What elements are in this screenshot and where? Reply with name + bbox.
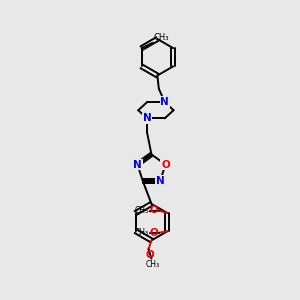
Text: N: N [143,113,152,123]
Text: N: N [133,160,142,170]
Text: CH₃: CH₃ [135,228,149,237]
Text: CH₃: CH₃ [145,260,159,269]
Text: CH₃: CH₃ [135,206,149,215]
Text: O: O [145,250,154,260]
Text: N: N [160,97,169,107]
Text: N: N [156,176,164,186]
Text: O: O [161,160,170,170]
Text: O: O [149,228,158,238]
Text: CH₃: CH₃ [154,33,169,42]
Text: O: O [149,205,158,215]
